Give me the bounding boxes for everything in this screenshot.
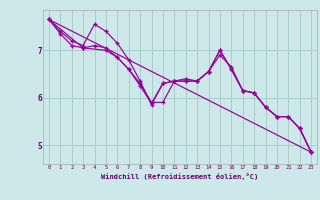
X-axis label: Windchill (Refroidissement éolien,°C): Windchill (Refroidissement éolien,°C) — [101, 173, 259, 180]
